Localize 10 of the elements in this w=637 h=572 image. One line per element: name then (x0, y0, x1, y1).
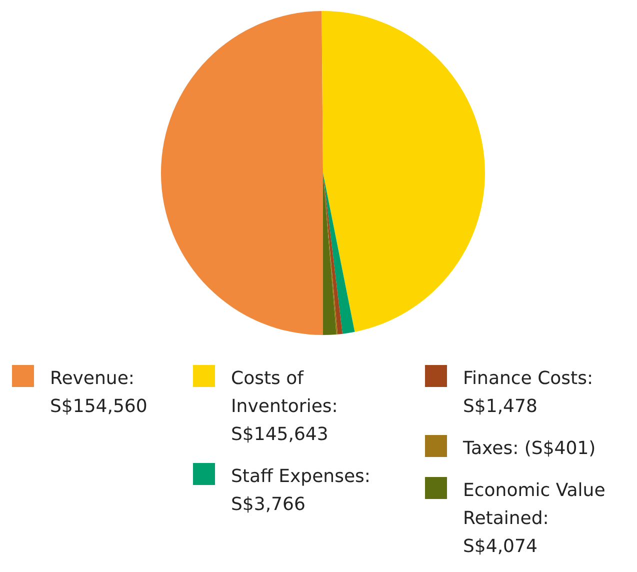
legend-label: Economic Value Retained: S$4,074 (463, 480, 606, 557)
legend-label: Finance Costs: S$1,478 (463, 368, 594, 417)
legend-label: Taxes: (S$401) (462, 438, 596, 459)
legend-label: Costs of Inventories: S$145,643 (231, 368, 338, 445)
pie-slice (323, 173, 343, 334)
legend-label: Staff Expenses: S$3,766 (231, 466, 370, 515)
legend-label: Revenue: S$154,560 (50, 368, 148, 417)
pie-slice (323, 173, 355, 334)
pie-slice (322, 11, 485, 332)
pie-slice (161, 11, 323, 335)
